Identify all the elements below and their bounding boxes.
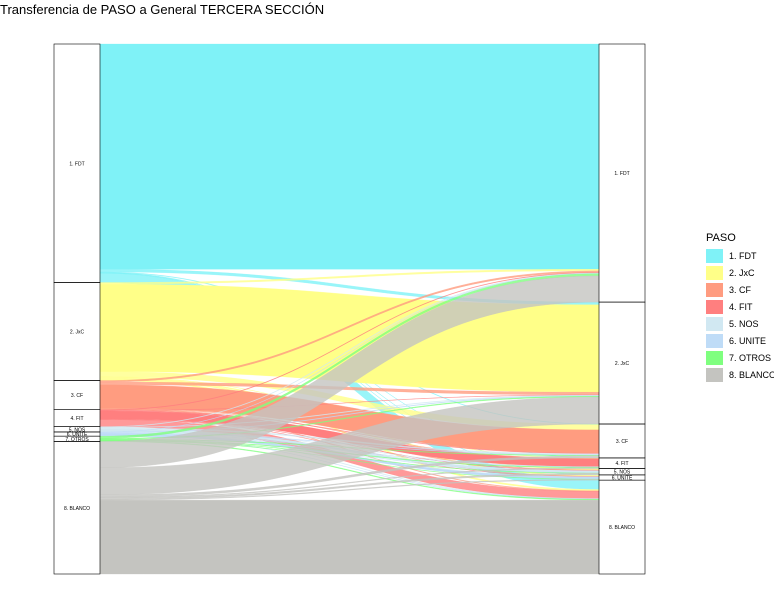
legend-label: 7. OTROS <box>729 352 772 363</box>
legend-title: PASO <box>706 232 736 244</box>
legend-swatch <box>706 316 723 331</box>
left-node-label: 3. CF <box>71 393 83 399</box>
legend-label: 2. JxC <box>729 267 755 278</box>
legend-label: 5. NOS <box>729 318 759 329</box>
chart-title: Transferencia de PASO a General TERCERA … <box>0 2 325 17</box>
legend: PASO 1. FDT 2. JxC 3. CF 4. FIT 5. NOS 6. UNI… <box>706 232 774 383</box>
legend-label: 6. UNITE <box>729 335 767 346</box>
left-node-label: 8. BLANCO <box>64 506 90 512</box>
legend-item: 8. BLANCO <box>706 366 774 383</box>
legend-swatch <box>706 299 723 314</box>
right-node-label: 1. FDT <box>614 171 629 177</box>
flow-group <box>99 43 600 575</box>
left-node <box>53 441 101 575</box>
legend-item: 5. NOS <box>706 315 774 332</box>
legend-label: 4. FIT <box>729 301 753 312</box>
right-node <box>598 479 646 575</box>
left-node-label: 6. UNITE <box>67 432 88 438</box>
left-node-label: 5. NOS <box>69 427 86 433</box>
legend-label: 1. FDT <box>729 250 757 261</box>
legend-item: 6. UNITE <box>706 332 774 349</box>
left-node-label: 4. FIT <box>70 416 83 422</box>
right-node-label: 8. BLANCO <box>609 525 635 531</box>
legend-swatch <box>706 367 723 382</box>
right-node-label: 6. UNITE <box>612 476 633 482</box>
right-node-label: 3. CF <box>616 439 628 445</box>
legend-items: 1. FDT 2. JxC 3. CF 4. FIT 5. NOS 6. UNITE 7. … <box>706 247 774 383</box>
left-node-label: 1. FDT <box>69 161 84 167</box>
legend-swatch <box>706 350 723 365</box>
right-node-label: 5. NOS <box>614 470 631 476</box>
legend-item: 4. FIT <box>706 298 774 315</box>
legend-item: 1. FDT <box>706 247 774 264</box>
right-node-label: 2. JxC <box>615 361 630 367</box>
legend-swatch <box>706 248 723 263</box>
right-node-label: 4. FIT <box>615 461 628 467</box>
legend-item: 2. JxC <box>706 264 774 281</box>
legend-swatch <box>706 282 723 297</box>
left-node-label: 2. JxC <box>70 330 85 336</box>
flow-fdt-to-fdt <box>99 43 600 270</box>
legend-label: 8. BLANCO <box>729 369 774 380</box>
legend-item: 3. CF <box>706 281 774 298</box>
legend-swatch <box>706 333 723 348</box>
legend-label: 3. CF <box>729 284 752 295</box>
legend-item: 7. OTROS <box>706 349 774 366</box>
left-node-label: 7. OTROS <box>65 437 89 443</box>
flow-blanco-to-blanco <box>99 499 600 575</box>
legend-swatch <box>706 265 723 280</box>
